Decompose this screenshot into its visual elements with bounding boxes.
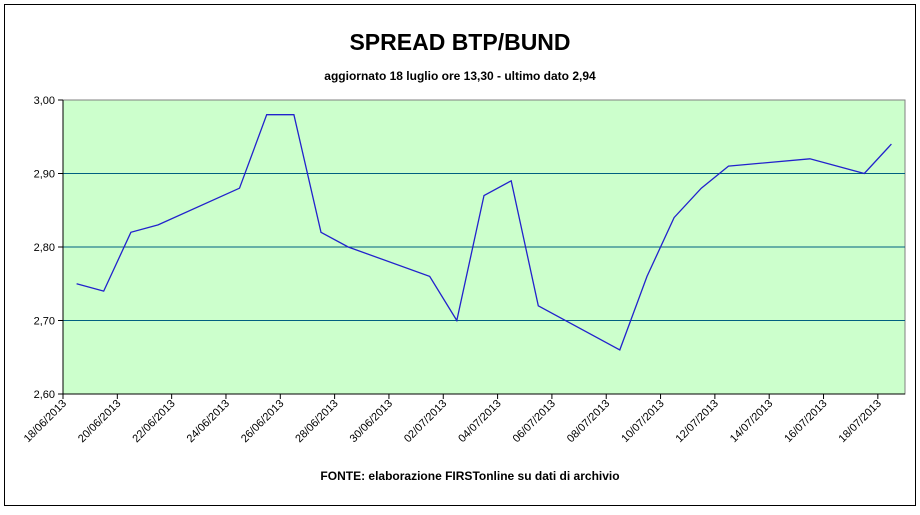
chart-subtitle: aggiornato 18 luglio ore 13,30 - ultimo … xyxy=(324,69,596,83)
y-tick-label: 2,60 xyxy=(34,389,55,401)
footnote: FONTE: elaborazione FIRSTonline su dati … xyxy=(320,469,619,483)
y-tick-label: 2,90 xyxy=(34,169,55,181)
data-line xyxy=(76,114,892,351)
chart-title: SPREAD BTP/BUND xyxy=(349,29,570,55)
y-tick-label: 2,80 xyxy=(34,242,55,254)
y-tick-label: 3,00 xyxy=(34,95,55,107)
y-tick-label: 2,70 xyxy=(34,316,55,328)
